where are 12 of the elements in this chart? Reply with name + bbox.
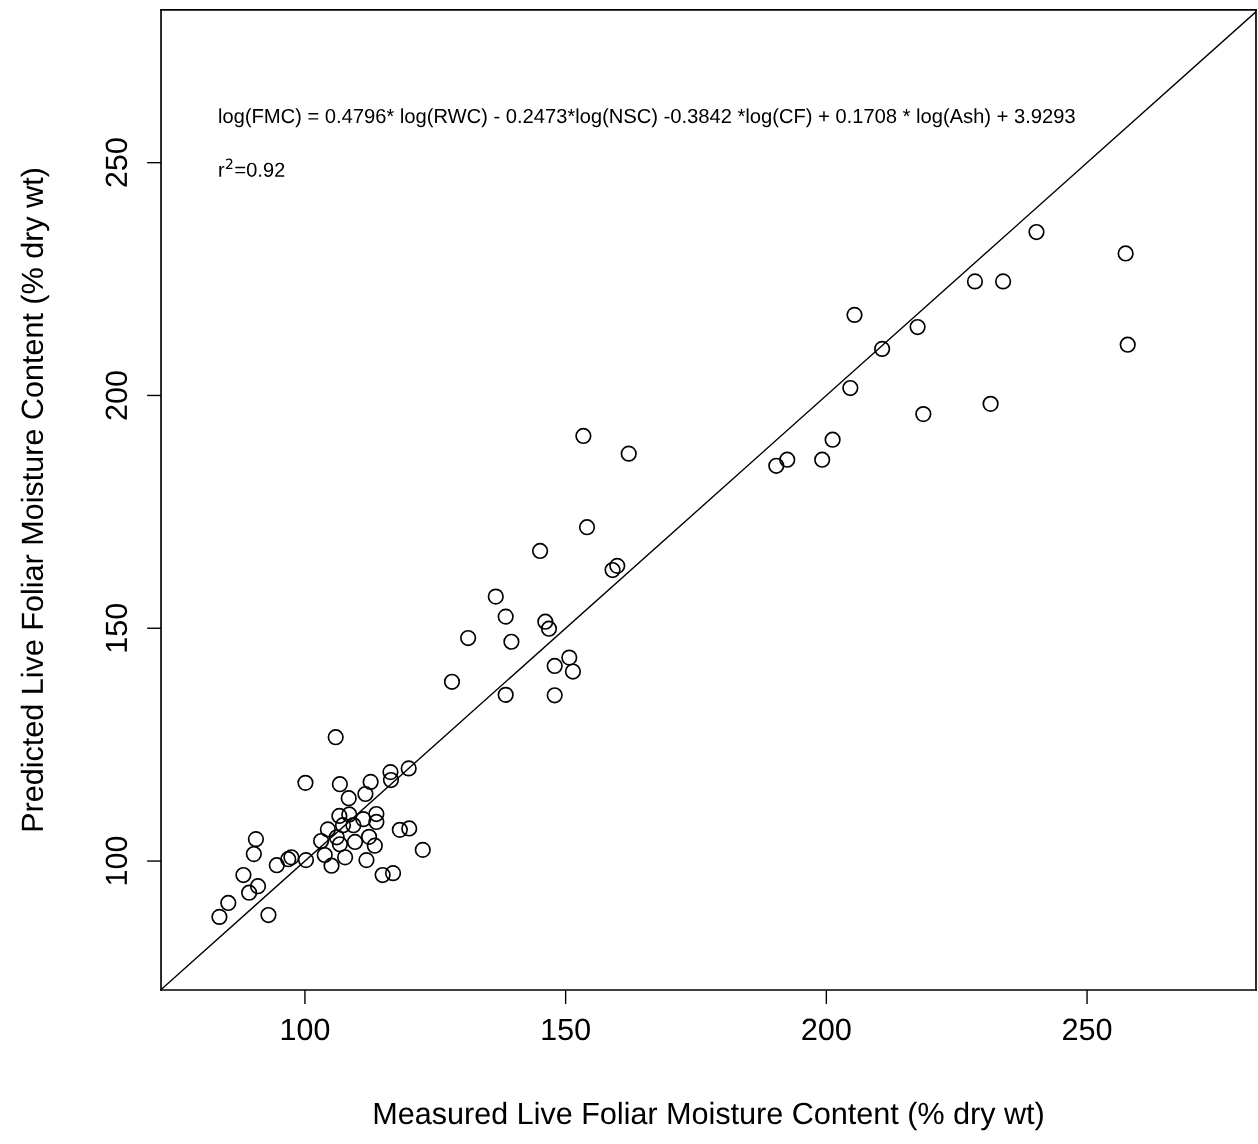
y-tick-label: 100 (105, 836, 128, 885)
y-tick-label: 250 (105, 138, 128, 187)
y-axis-title: Predicted Live Foliar Moisture Content (% dry wt) (20, 169, 50, 831)
x-tick-label: 150 (542, 1018, 590, 1041)
annotation: r$^{2}$=0.92 (219, 158, 285, 177)
y-tick-label: 150 (105, 603, 128, 652)
x-tick-label: 100 (281, 1018, 330, 1041)
annotation: log(FMC) = 0.4796* log(RWC) - 0.2473*log(NSC) -0.3842 *log(CF) + 0.1708 * log(Ash) + 3.9293 (219, 108, 1075, 128)
x-axis-title: Measured Live Foliar Moisture Content (% dry wt) (374, 1101, 1043, 1131)
x-tick-label: 250 (1063, 1018, 1112, 1041)
x-tick-label: 200 (802, 1018, 851, 1041)
y-tick-label: 200 (105, 371, 128, 420)
